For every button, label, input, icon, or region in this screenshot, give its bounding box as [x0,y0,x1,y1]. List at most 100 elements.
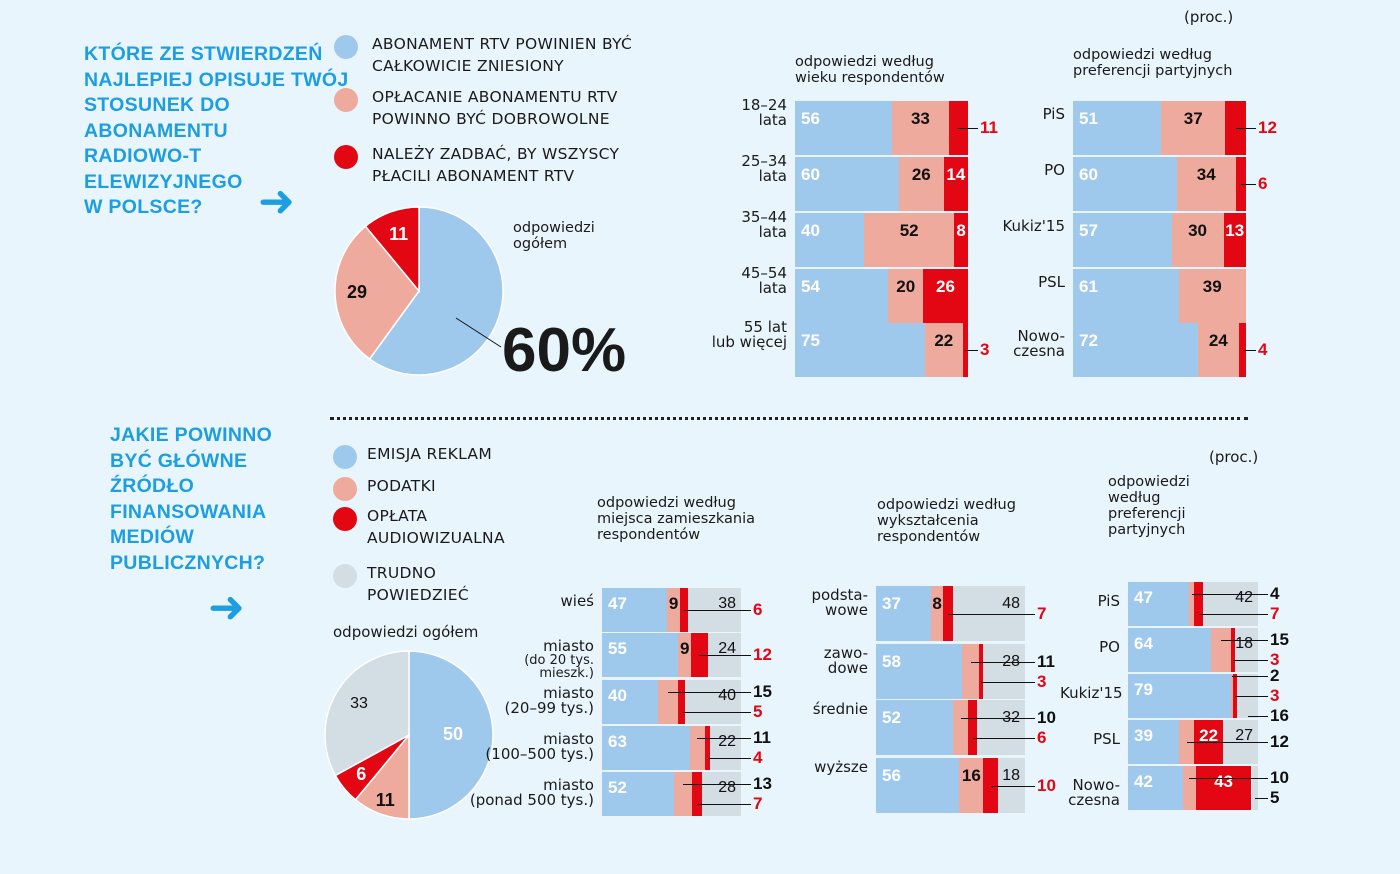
bar-value-outside: 4 [753,748,763,767]
bar-value: 38 [718,595,736,612]
question-line: KTÓRE ZE STWIERDZEŃ [84,43,323,65]
bar-value-outside: 12 [1258,118,1277,137]
row-label-line: (100–500 tys.) [485,745,594,763]
leader-line [948,613,1035,615]
bar-segment-red [704,726,711,770]
legend-swatch-blue [334,35,358,59]
bar-value-outside: 10 [1037,775,1056,795]
bar-value-outside: 6 [753,600,763,619]
section-divider [330,417,1248,420]
pie-title: odpowiedzi ogółem [333,623,479,641]
leader-line [958,128,978,129]
leader-line [684,610,751,611]
bar-value: 24 [1208,331,1228,350]
leader-line [972,737,1035,739]
bar-value-outside: 5 [1270,788,1280,807]
bar-segment-pink [1176,157,1236,211]
bar-segment-blue [1128,720,1179,764]
bar-value: 40 [801,221,820,240]
row-label-line: miasto [543,637,594,655]
bar-value: 51 [1079,109,1098,128]
chart-title-line: odpowiedzi według [795,54,934,70]
bar-segment-pink [667,588,680,632]
pie-slice-label: 29 [347,281,368,302]
bar-value: 39 [1202,277,1222,296]
bar-value-outside: 6 [1258,174,1268,193]
bar-value-outside: 6 [1037,727,1047,747]
row-label-line: wieś [560,592,594,610]
legend-text: PŁACILI ABONAMENT RTV [372,167,575,185]
leader-line [681,712,751,713]
pie-leader-line [455,317,502,348]
row-label-line: średnie [812,700,868,718]
leader-line [1235,696,1268,697]
bar-value: 40 [608,686,627,705]
row-label-line: PSL [1038,273,1065,291]
chart-title-line: preferencji partyjnych [1073,63,1233,79]
bar-value: 72 [1079,331,1098,350]
row-label-line: Kukiz'15 [1060,684,1123,702]
pie-slice-label: 6 [356,763,367,784]
bar-value: 42 [1235,589,1253,606]
bar-segment-pink [674,772,693,816]
bar-segment-pink [864,213,955,267]
bar-value: 63 [608,732,627,751]
bar-value-outside: 12 [753,645,772,664]
bar-segment-blue [876,758,960,813]
bar-value: 8 [956,221,966,240]
legend-item: OPŁACANIE ABONAMENTU RTV POWINNO BYĆ DOBR… [372,86,618,130]
row-label-line: 25–34 [741,152,787,170]
chart-title-line: według [1108,490,1161,506]
row-label-line: wyższe [814,758,868,776]
stacked-bar: 40 40 15 5 [602,680,772,724]
bar-segment-red [692,772,703,816]
row-label: Kukiz'15 [1060,684,1123,702]
bar-segment-gray [1203,582,1258,626]
bar-value-outside: 4 [1270,584,1280,603]
stacked-bar: 47 9 38 6 [602,588,762,632]
row-label: PO [1060,640,1120,655]
bar-segment-pink [891,101,949,155]
bar-value: 18 [1235,635,1253,652]
leader-line [699,655,751,656]
bar-segment-pink [959,758,984,813]
row-label-line: Nowo- [1072,776,1120,794]
bar-segment-blue [1073,101,1162,155]
question-line: W POLSCE? [84,196,203,218]
row-label-line: (20–99 tys.) [504,699,595,717]
bar-value-outside: 13 [753,774,772,793]
leader-line [707,758,751,759]
leader-line [970,661,1035,663]
row-label-line: PO [1044,161,1065,179]
stacked-bar: 57 30 13 [1073,213,1246,267]
bar-segment-blue [1073,213,1172,267]
bar-value: 39 [1134,726,1153,745]
stacked-bar: 75 22 3 [795,323,989,377]
legend-text: TRUDNO [367,564,437,582]
row-label: podsta-wowe [798,588,868,618]
bar-value: 20 [896,277,916,296]
bar-segment-pink [1171,213,1224,267]
bar-value-outside: 7 [753,794,763,813]
leader-line [668,692,751,693]
legend-text: POWINNO BYĆ DOBROWOLNE [372,110,610,128]
stacked-bar: 39 22 27 12 [1128,720,1289,764]
leader-line [1198,614,1268,615]
leader-line [1191,594,1268,595]
legend-swatch-blue [333,445,357,469]
leader-line [1232,676,1268,677]
leader-line [1235,128,1256,129]
chart-title-line: wykształcenia [877,513,979,529]
stacked-bar: 79 2 3 16 [1128,666,1289,725]
bar-value: 9 [679,639,690,658]
bar-value: 75 [801,331,820,350]
bar-value: 55 [608,639,627,658]
row-label-line: lata [758,111,787,129]
row-label-line: PiS [1042,105,1065,123]
bar-value: 64 [1134,634,1153,653]
stacked-bar: 56 16 18 10 [876,758,1056,813]
bar-segment-pink [888,269,923,323]
bar-value-outside: 7 [1037,603,1047,623]
stacked-bar: 58 28 11 3 [876,644,1055,699]
bar-value: 8 [932,594,942,613]
